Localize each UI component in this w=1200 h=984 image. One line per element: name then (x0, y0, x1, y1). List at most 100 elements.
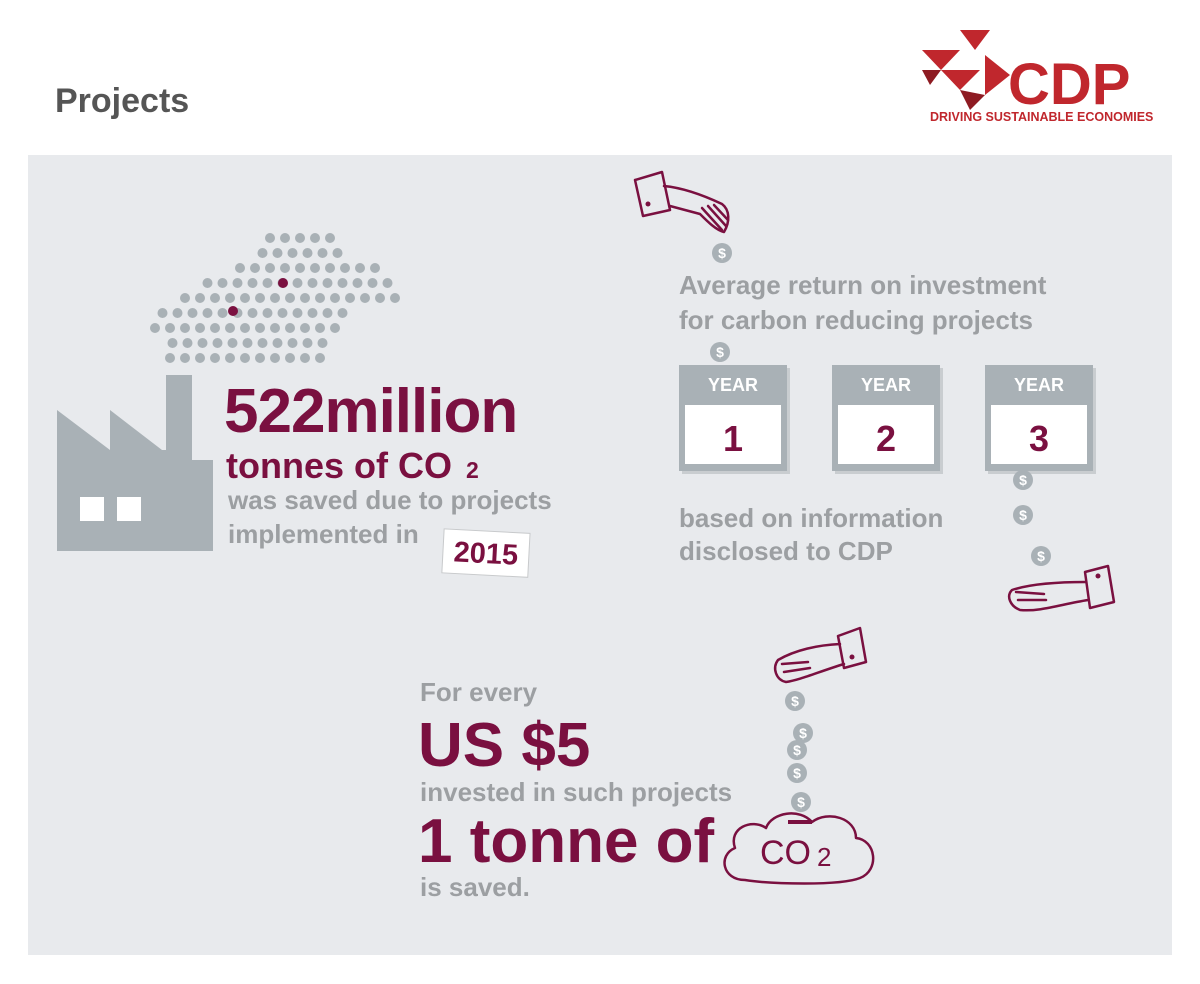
cloud-gas: CO (760, 834, 811, 872)
smoke-dot (322, 308, 333, 318)
smoke-dot (210, 353, 220, 363)
savings-amount: 522million (224, 377, 517, 446)
cost-intro: For every (420, 677, 538, 707)
smoke-dot (172, 308, 183, 318)
smoke-dot (167, 338, 178, 348)
smoke-dot (315, 293, 325, 303)
smoke-dot (287, 248, 298, 258)
logo-tagline: DRIVING SUSTAINABLE ECONOMIES (930, 110, 1153, 124)
smoke-dot (247, 278, 258, 288)
smoke-dot (285, 293, 295, 303)
smoke-dot (225, 293, 235, 303)
year-label: YEAR (861, 375, 911, 395)
smoke-dot (217, 308, 228, 318)
smoke-dot (255, 293, 265, 303)
year-face (991, 405, 1087, 464)
window (117, 497, 141, 521)
cloud-gas-subscript: 2 (817, 842, 831, 872)
smoke-dot (255, 353, 265, 363)
smoke-dot (265, 233, 275, 243)
cloud (723, 812, 875, 885)
page-title: Projects (55, 82, 189, 120)
year-label: YEAR (1014, 375, 1064, 395)
smoke-dot (352, 278, 363, 288)
smoke-dot (225, 323, 235, 333)
logo-name: CDP (1008, 52, 1130, 117)
smoke-dot (197, 338, 208, 348)
smoke-dot (330, 323, 340, 333)
coin (787, 763, 807, 783)
smoke-dot (180, 293, 190, 303)
year-boxes: YEAR 1 YEAR 2 YEAR 3 (679, 365, 1096, 474)
window (80, 497, 104, 521)
smoke-dot (295, 233, 305, 243)
coin-symbol: $ (1037, 548, 1045, 564)
roi-note: based on information (679, 503, 943, 533)
smoke-dot (240, 293, 250, 303)
coin-symbol: $ (793, 765, 801, 781)
coin-symbol: $ (797, 794, 805, 810)
smoke-dots (150, 233, 400, 363)
year-label: YEAR (708, 375, 758, 395)
smoke-dot (257, 338, 268, 348)
smoke-dot (165, 353, 175, 363)
coin (1013, 505, 1033, 525)
coin-symbol: $ (718, 245, 726, 261)
smoke-dot (262, 278, 273, 288)
smoke-dot (182, 338, 193, 348)
smoke-dot (272, 248, 283, 258)
smoke-dot (337, 278, 348, 288)
smoke-dot (307, 278, 318, 288)
smoke-dot (310, 263, 320, 273)
smoke-dot (332, 248, 343, 258)
smoke-dot (292, 308, 303, 318)
hand-icon (774, 626, 868, 684)
smoke-dot (310, 233, 320, 243)
smoke-dot (235, 263, 245, 273)
smoke-dot (317, 248, 328, 258)
smoke-dot (355, 263, 365, 273)
coin (710, 342, 730, 362)
year-number: 1 (723, 418, 743, 459)
cost-middle: invested in such projects (420, 777, 732, 807)
smoke-dot (180, 323, 190, 333)
coin (791, 792, 811, 812)
smoke-dot (257, 248, 268, 258)
smoke-dot (302, 248, 313, 258)
coin (793, 723, 813, 743)
smoke-dot (280, 263, 290, 273)
smoke-dot (317, 338, 328, 348)
year-face (838, 405, 934, 464)
smoke-dot (272, 338, 283, 348)
smoke-dot (150, 323, 160, 333)
smoke-dot (345, 293, 355, 303)
smoke-dot (370, 263, 380, 273)
smoke-dot (302, 338, 313, 348)
coin-symbol: $ (791, 693, 799, 709)
smoke-dot (202, 308, 213, 318)
smoke-dot (285, 323, 295, 333)
smoke-dot (367, 278, 378, 288)
coin (785, 691, 805, 711)
smoke-dot (232, 278, 243, 288)
savings-line: implemented in (228, 519, 419, 549)
smoke-dot (270, 293, 280, 303)
smoke-dot (300, 353, 310, 363)
smoke-dot (300, 323, 310, 333)
smoke-dot (210, 323, 220, 333)
smoke-dot (180, 353, 190, 363)
smoke-dot (390, 293, 400, 303)
savings-line: was saved due to projects (227, 485, 552, 515)
smoke-dot-highlight (278, 278, 288, 288)
smoke-dot (315, 323, 325, 333)
savings-unit-subscript: 2 (466, 457, 479, 483)
cost-result: 1 tonne of (418, 807, 715, 876)
coin (712, 243, 732, 263)
smoke-dot (195, 323, 205, 333)
smoke-dot (270, 353, 280, 363)
smoke-dot (265, 263, 275, 273)
coin (1031, 546, 1051, 566)
smoke-dot (382, 278, 393, 288)
smoke-dot (242, 338, 253, 348)
